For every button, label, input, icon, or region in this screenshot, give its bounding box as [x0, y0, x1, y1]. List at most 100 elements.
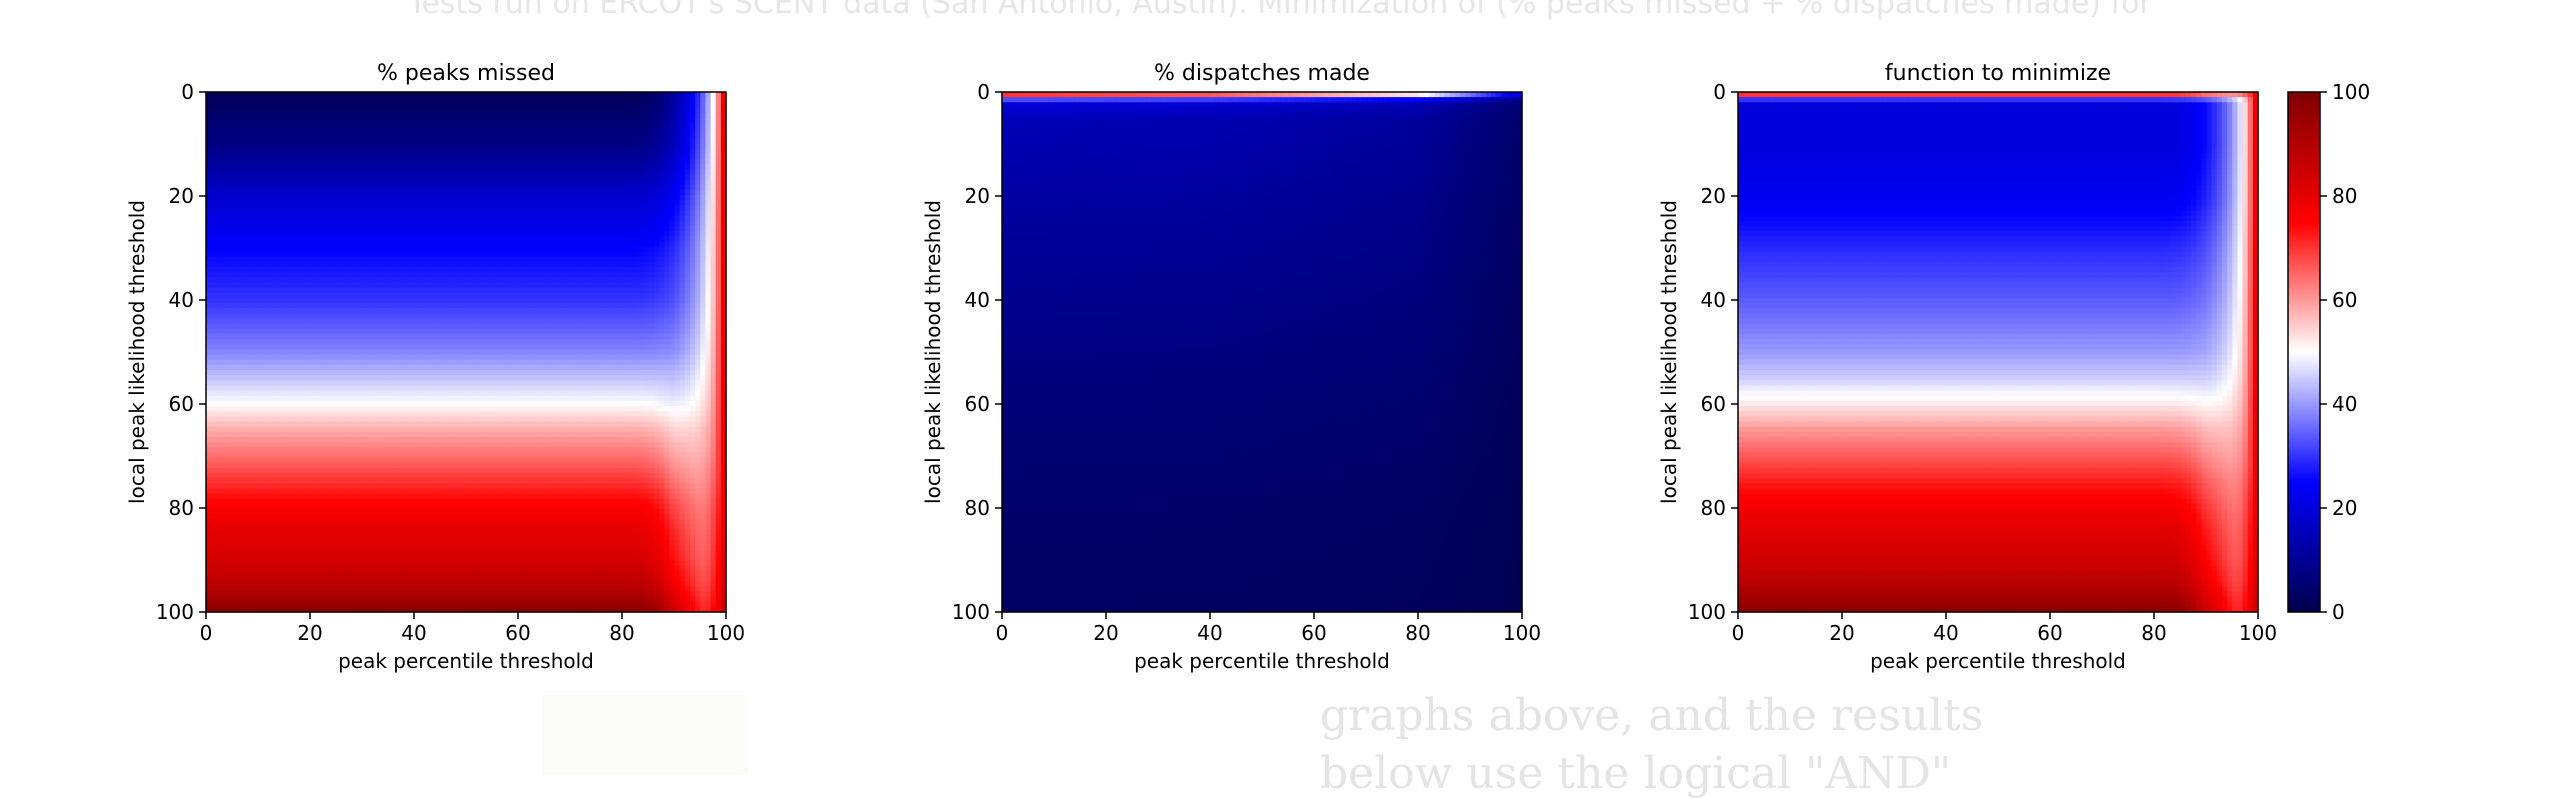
heatmap-cell — [273, 277, 279, 283]
heatmap-cell — [263, 334, 269, 340]
heatmap-cell — [242, 169, 248, 175]
heatmap-cell — [263, 324, 269, 330]
heatmap-cell — [654, 195, 660, 201]
heatmap-cell — [448, 272, 454, 278]
heatmap-cell — [587, 236, 593, 242]
heatmap-cell — [453, 236, 459, 242]
heatmap-cell — [664, 205, 670, 211]
heatmap-cell — [613, 123, 619, 129]
heatmap-cell — [685, 180, 691, 186]
heatmap-cell — [247, 164, 253, 170]
heatmap-cell — [664, 149, 670, 155]
heatmap-cell — [716, 185, 722, 191]
heatmap-cell — [386, 159, 392, 165]
heatmap-cell — [659, 118, 665, 124]
heatmap-cell — [288, 118, 294, 124]
heatmap-cell — [613, 133, 619, 139]
heatmap-cell — [628, 313, 634, 319]
heatmap-cell — [489, 169, 495, 175]
heatmap-cell — [288, 319, 294, 325]
heatmap-cell — [288, 174, 294, 180]
heatmap-cell — [592, 303, 598, 309]
heatmap-cell — [592, 216, 598, 222]
heatmap-cell — [654, 164, 660, 170]
heatmap-cell — [494, 241, 500, 247]
heatmap-cell — [489, 143, 495, 149]
heatmap-cell — [237, 195, 243, 201]
heatmap-cell — [263, 159, 269, 165]
heatmap-cell — [304, 324, 310, 330]
heatmap-cell — [582, 92, 588, 98]
heatmap-cell — [407, 308, 413, 314]
heatmap-cell — [705, 174, 711, 180]
heatmap-cell — [700, 257, 706, 263]
heatmap-cell — [551, 283, 557, 289]
heatmap-cell — [304, 195, 310, 201]
heatmap-cell — [391, 210, 397, 216]
heatmap-cell — [618, 313, 624, 319]
heatmap-cell — [716, 277, 722, 283]
heatmap-cell — [680, 185, 686, 191]
heatmap-cell — [211, 241, 217, 247]
heatmap-cell — [221, 298, 227, 304]
heatmap-cell — [412, 339, 418, 345]
heatmap-cell — [602, 303, 608, 309]
heatmap-cell — [221, 236, 227, 242]
heatmap-cell — [515, 102, 521, 108]
heatmap-cell — [561, 210, 567, 216]
heatmap-cell — [494, 190, 500, 196]
heatmap-cell — [649, 138, 655, 144]
heatmap-cell — [597, 102, 603, 108]
heatmap-cell — [700, 324, 706, 330]
heatmap-cell — [458, 257, 464, 263]
heatmap-cell — [597, 123, 603, 129]
heatmap-cell — [453, 210, 459, 216]
heatmap-cell — [664, 164, 670, 170]
heatmap-cell — [324, 169, 330, 175]
heatmap-cell — [407, 200, 413, 206]
heatmap-cell — [561, 308, 567, 314]
heatmap-cell — [515, 241, 521, 247]
heatmap-cell — [216, 293, 222, 299]
heatmap-cell — [499, 283, 505, 289]
heatmap-cell — [221, 210, 227, 216]
heatmap-cell — [227, 226, 233, 232]
heatmap-cell — [474, 128, 480, 134]
heatmap-cell — [268, 319, 274, 325]
heatmap-cell — [489, 241, 495, 247]
heatmap-cell — [463, 303, 469, 309]
heatmap-cell — [391, 164, 397, 170]
heatmap-cell — [211, 344, 217, 350]
chart-title: % peaks missed — [377, 61, 555, 86]
heatmap-cell — [582, 180, 588, 186]
heatmap-cell — [335, 288, 341, 294]
heatmap-cell — [572, 293, 578, 299]
heatmap-cell — [397, 190, 403, 196]
heatmap-cell — [463, 185, 469, 191]
heatmap-cell — [484, 288, 490, 294]
heatmap-cell — [247, 210, 253, 216]
heatmap-cell — [397, 113, 403, 119]
heatmap-cell — [479, 303, 485, 309]
heatmap-cell — [402, 133, 408, 139]
heatmap-cell — [556, 102, 562, 108]
heatmap-cell — [314, 288, 320, 294]
heatmap-cell — [335, 283, 341, 289]
heatmap-cell — [232, 169, 238, 175]
heatmap-cell — [448, 210, 454, 216]
heatmap-cell — [520, 231, 526, 237]
heatmap-cell — [221, 205, 227, 211]
heatmap-cell — [479, 107, 485, 113]
heatmap-cell — [381, 210, 387, 216]
heatmap-cell — [273, 185, 279, 191]
heatmap-cell — [680, 226, 686, 232]
heatmap-cell — [484, 298, 490, 304]
heatmap-cell — [541, 190, 547, 196]
heatmap-cell — [566, 138, 572, 144]
heatmap-cell — [633, 329, 639, 335]
heatmap-cell — [232, 92, 238, 98]
heatmap-cell — [644, 195, 650, 201]
heatmap-cell — [299, 195, 305, 201]
heatmap-cell — [664, 272, 670, 278]
heatmap-cell — [422, 283, 428, 289]
